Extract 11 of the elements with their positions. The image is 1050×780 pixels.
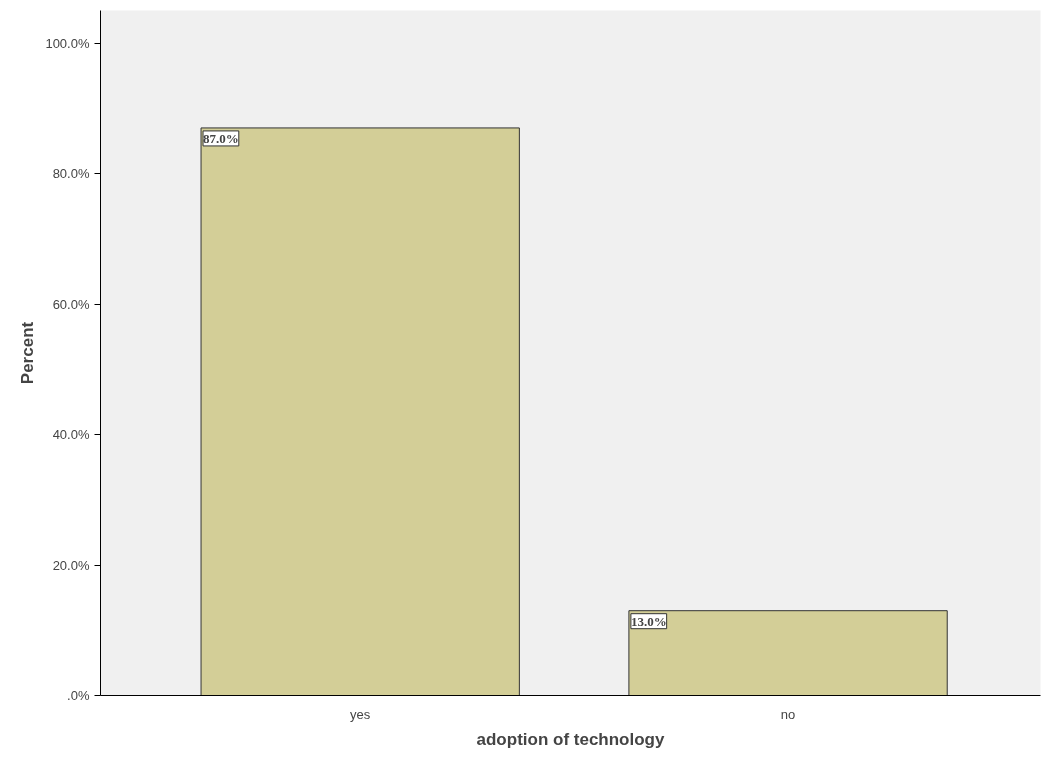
data-label: 13.0% <box>630 613 667 629</box>
x-tick-label: yes <box>350 706 371 722</box>
y-axis-title: Percent <box>18 321 38 385</box>
y-tick-label: 40.0% <box>52 427 90 443</box>
y-tick-label: 60.0% <box>52 296 90 312</box>
y-tick-label: 80.0% <box>52 166 90 182</box>
x-axis-title: adoption of technology <box>476 729 666 749</box>
y-tick-label: .0% <box>67 688 90 703</box>
y-tick-label: 20.0% <box>52 557 90 573</box>
x-tick-label: no <box>780 706 796 722</box>
y-tick-label: 100.0% <box>45 35 90 51</box>
